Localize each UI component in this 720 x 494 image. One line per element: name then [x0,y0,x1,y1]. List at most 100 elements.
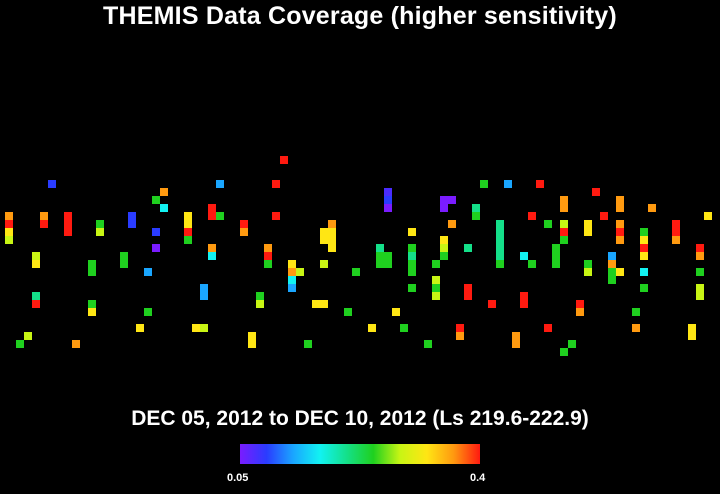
color-scale-bar [240,444,480,464]
coverage-cell [496,228,504,236]
coverage-cell [184,212,192,220]
coverage-cell [456,324,464,332]
coverage-cell [432,284,440,292]
coverage-cell [528,260,536,268]
coverage-cell [496,260,504,268]
coverage-cell [600,212,608,220]
coverage-cell [640,244,648,252]
coverage-cell [640,284,648,292]
coverage-cell [272,212,280,220]
coverage-cell [400,324,408,332]
coverage-cell [328,244,336,252]
coverage-cell [408,252,416,260]
coverage-cell [560,228,568,236]
coverage-cell [408,284,416,292]
coverage-cell [688,324,696,340]
coverage-cell [560,348,568,356]
coverage-cell [648,204,656,212]
coverage-cell [696,244,704,252]
coverage-cell [576,308,584,316]
coverage-cell [216,180,224,188]
coverage-cell [384,196,392,204]
coverage-cell [440,252,448,260]
coverage-cell [344,308,352,316]
coverage-cell [560,220,568,228]
coverage-cell [200,284,208,300]
coverage-cell [488,300,496,308]
coverage-cell [272,180,280,188]
chart-title: THEMIS Data Coverage (higher sensitivity… [103,2,617,30]
coverage-cell [136,324,144,332]
coverage-cell [616,196,624,212]
coverage-cell [16,340,24,348]
colorbar-min-label: 0.05 [227,472,249,484]
coverage-cell [280,156,288,164]
coverage-cell [696,268,704,276]
coverage-cell [592,188,600,196]
coverage-cell [472,212,480,220]
coverage-cell [184,236,192,244]
coverage-cell [696,252,704,260]
coverage-cell [5,212,13,220]
coverage-cell [448,220,456,228]
coverage-cell [144,268,152,276]
coverage-cell [696,284,704,300]
coverage-cell [304,340,312,348]
coverage-cell [32,300,40,308]
coverage-cell [520,252,528,260]
coverage-cell [616,268,624,276]
coverage-cell [608,252,616,260]
coverage-cell [192,324,200,332]
coverage-cell [328,236,336,244]
coverage-cell [672,220,680,228]
coverage-cell [552,252,560,260]
coverage-cell [216,212,224,220]
coverage-cell [120,252,128,268]
coverage-cell [504,180,512,188]
coverage-cell [128,212,136,228]
coverage-cell [288,284,296,292]
coverage-cell [384,252,392,268]
coverage-cell [464,284,472,300]
coverage-cell [40,220,48,228]
coverage-cell [616,228,624,236]
coverage-cell [616,236,624,244]
coverage-cell [552,244,560,252]
coverage-cell [240,220,248,228]
coverage-cell [288,260,296,268]
coverage-cell [320,228,328,244]
coverage-cell [376,260,384,268]
coverage-cell [480,180,488,188]
coverage-cell [560,236,568,244]
coverage-cell [448,196,456,204]
coverage-cell [608,260,616,268]
coverage-cell [88,260,96,276]
coverage-cell [472,204,480,212]
coverage-cell [160,204,168,212]
coverage-cell [5,228,13,236]
coverage-cell [408,228,416,236]
coverage-cell [608,268,616,276]
coverage-cell [496,244,504,252]
coverage-cell [640,236,648,244]
coverage-cell [152,244,160,252]
coverage-cell [72,340,80,348]
coverage-cell [384,204,392,212]
coverage-cell [40,212,48,220]
coverage-cell [584,220,592,236]
coverage-cell [672,236,680,244]
coverage-cell [440,244,448,252]
coverage-cell [456,332,464,340]
coverage-cell [544,324,552,332]
coverage-cell [208,252,216,260]
coverage-cell [24,332,32,340]
coverage-cell [496,236,504,244]
coverage-cell [32,252,40,260]
coverage-cell [424,340,432,348]
coverage-cell [672,228,680,236]
coverage-cell [368,324,376,332]
coverage-cell [640,228,648,236]
coverage-cell [264,260,272,268]
coverage-cell [264,252,272,260]
coverage-cell [512,332,520,348]
